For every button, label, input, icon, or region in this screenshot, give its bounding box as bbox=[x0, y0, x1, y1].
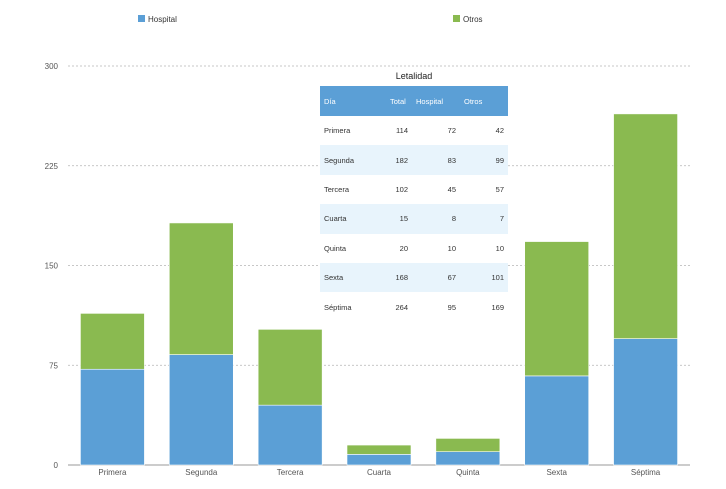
table-row: Segunda 182 83 99 bbox=[320, 145, 508, 175]
table-cell-hospital: 83 bbox=[412, 145, 460, 175]
table-title: Letalidad bbox=[395, 71, 433, 81]
table-cell-otros: 7 bbox=[460, 204, 508, 234]
y-tick-label: 75 bbox=[49, 361, 58, 370]
table-cell-hospital: 8 bbox=[412, 204, 460, 234]
table-header-total: Total bbox=[386, 86, 412, 116]
table-header-hospital: Hospital bbox=[412, 86, 460, 116]
table-row: Séptima 264 95 169 bbox=[320, 292, 508, 321]
table-cell-otros: 101 bbox=[460, 262, 508, 293]
bar-otros-3 bbox=[346, 444, 412, 455]
table-cell-total: 168 bbox=[386, 262, 412, 293]
y-tick-label: 150 bbox=[45, 262, 59, 271]
table-cell-otros: 42 bbox=[495, 126, 504, 136]
legend-swatch bbox=[138, 15, 145, 22]
bar-otros-6 bbox=[613, 113, 678, 339]
letalidad-table-panel: Letalidad Día Total Hospital Otros Prime… bbox=[320, 66, 508, 322]
x-tick-label: Quinta bbox=[456, 468, 480, 477]
table-cell-otros: 99 bbox=[460, 145, 508, 175]
bar-hospital-1 bbox=[168, 354, 234, 466]
bar-hospital-6 bbox=[613, 338, 678, 466]
table-cell-total: 182 bbox=[386, 145, 412, 175]
legend-label: Hospital bbox=[148, 15, 177, 24]
table-row: Primera 114 72 42 bbox=[320, 116, 508, 145]
table-cell-hospital: 72 bbox=[447, 126, 456, 136]
table-cell-hospital: 67 bbox=[412, 262, 460, 293]
table-cell-dia: Segunda bbox=[320, 145, 386, 175]
bar-otros-1 bbox=[168, 222, 234, 355]
bar-otros-5 bbox=[524, 241, 590, 377]
bar-hospital-2 bbox=[257, 404, 323, 466]
bar-hospital-3 bbox=[346, 454, 412, 466]
table-cell-dia: Quinta bbox=[324, 243, 347, 253]
table-cell-hospital: 45 bbox=[447, 184, 456, 194]
table-cell-dia: Séptima bbox=[324, 302, 352, 312]
y-tick-label: 300 bbox=[45, 62, 59, 71]
bar-otros-4 bbox=[435, 438, 501, 452]
table-header-otros: Otros bbox=[460, 86, 508, 116]
table-row: Quinta 20 10 10 bbox=[320, 234, 508, 263]
x-tick-label: Séptima bbox=[631, 468, 661, 477]
legend-label: Otros bbox=[463, 15, 483, 24]
table-header-dia: Día bbox=[320, 86, 386, 116]
x-tick-label: Sexta bbox=[546, 468, 567, 477]
table-cell-total: 264 bbox=[395, 302, 408, 312]
table-row: Tercera 102 45 57 bbox=[320, 175, 508, 204]
table-cell-total: 15 bbox=[386, 204, 412, 234]
legend-swatch bbox=[453, 15, 460, 22]
letalidad-table: Día Total Hospital Otros Primera 114 72 … bbox=[320, 86, 508, 322]
table-cell-dia: Sexta bbox=[320, 262, 386, 293]
table-cell-total: 20 bbox=[399, 243, 408, 253]
x-tick-label: Primera bbox=[98, 468, 127, 477]
x-tick-label: Segunda bbox=[185, 468, 218, 477]
table-cell-otros: 57 bbox=[495, 184, 504, 194]
x-tick-label: Cuarta bbox=[367, 468, 392, 477]
table-cell-otros: 169 bbox=[491, 302, 504, 312]
table-row: Cuarta 15 8 7 bbox=[320, 204, 508, 234]
bar-hospital-0 bbox=[80, 368, 145, 466]
table-cell-total: 114 bbox=[396, 126, 408, 136]
table-cell-hospital: 95 bbox=[447, 302, 456, 312]
table-cell-hospital: 10 bbox=[447, 243, 456, 253]
table-cell-otros: 10 bbox=[495, 243, 504, 253]
bar-otros-2 bbox=[257, 329, 323, 406]
table-cell-total: 102 bbox=[395, 184, 408, 194]
y-tick-label: 225 bbox=[45, 162, 59, 171]
bar-otros-0 bbox=[80, 313, 145, 370]
bar-hospital-4 bbox=[435, 451, 501, 466]
table-cell-dia: Cuarta bbox=[320, 204, 386, 234]
table-header-row: Día Total Hospital Otros bbox=[320, 86, 508, 116]
bar-hospital-5 bbox=[524, 375, 590, 466]
y-tick-label: 0 bbox=[54, 461, 59, 470]
table-cell-dia: Primera bbox=[324, 126, 351, 136]
x-tick-label: Tercera bbox=[277, 468, 304, 477]
table-cell-dia: Tercera bbox=[324, 184, 350, 194]
table-row: Sexta 168 67 101 bbox=[320, 262, 508, 293]
